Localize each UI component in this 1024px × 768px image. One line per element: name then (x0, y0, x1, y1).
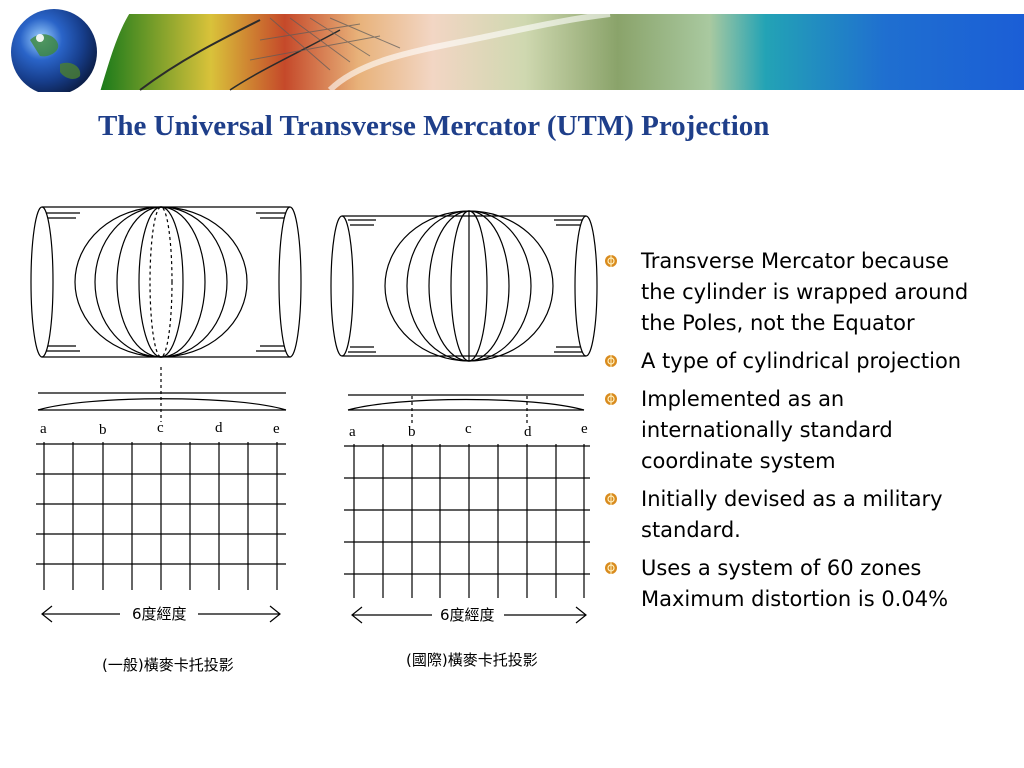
bullet-line: the Poles, not the Equator (641, 311, 915, 335)
zone-letter-c: c (157, 420, 164, 436)
figure-international-tm: a b c d e 6度經度 (國際)橫麥卡托投影 (330, 210, 598, 669)
bullet-line: Transverse Mercator because (641, 249, 949, 273)
header-banner (0, 0, 1024, 92)
zone-width-label: 6度經度 (440, 606, 495, 624)
cylinder-drawing (330, 210, 598, 424)
zone-letter-a: a (40, 421, 47, 437)
bullet-item: Implemented as an internationally standa… (604, 384, 1004, 477)
zone-letter-b: b (408, 424, 416, 440)
bullet-line: coordinate system (641, 449, 836, 473)
orange-target-bullet-icon (605, 562, 617, 574)
width-arrow (41, 605, 281, 623)
figure-caption: (一般)橫麥卡托投影 (102, 656, 234, 674)
zone-letter-a: a (349, 424, 356, 440)
zone-letter-e: e (581, 421, 588, 437)
orange-target-bullet-icon (605, 493, 617, 505)
zone-letter-d: d (215, 420, 223, 436)
zone-letter-d: d (524, 424, 532, 440)
slide-title: The Universal Transverse Mercator (UTM) … (98, 110, 770, 142)
bullet-line: Uses a system of 60 zones (641, 556, 922, 580)
bullet-line: Initially devised as a military (641, 487, 943, 511)
grid (344, 444, 590, 598)
bullet-line: the cylinder is wrapped around (641, 280, 969, 304)
zone-letter-b: b (99, 422, 107, 438)
figure-general-tm: a b c d e 6度經度 (一般)橫麥卡托投影 (30, 206, 302, 674)
bullet-line: internationally standard (641, 418, 893, 442)
figure-caption: (國際)橫麥卡托投影 (406, 651, 538, 669)
bullet-line: standard. (641, 518, 741, 542)
zone-width-label: 6度經度 (132, 605, 187, 623)
bullet-item: Transverse Mercator because the cylinder… (604, 246, 1004, 339)
orange-target-bullet-icon (605, 393, 617, 405)
orange-target-bullet-icon (605, 355, 617, 367)
bullet-item: Initially devised as a military standard… (604, 484, 1004, 546)
bullet-line: Implemented as an (641, 387, 845, 411)
cylinder-drawing (30, 206, 302, 422)
bullet-line: A type of cylindrical projection (641, 349, 962, 373)
bullet-item: A type of cylindrical projection (604, 346, 1004, 377)
width-arrow (351, 606, 587, 624)
zone-letter-e: e (273, 421, 280, 437)
bullet-line: Maximum distortion is 0.04% (641, 587, 949, 611)
grid (36, 442, 286, 590)
zone-letter-c: c (465, 421, 472, 437)
bullet-item: Uses a system of 60 zones Maximum distor… (604, 553, 1004, 615)
globe-icon (11, 9, 97, 92)
bullet-list: Transverse Mercator because the cylinder… (604, 246, 1004, 622)
orange-target-bullet-icon (605, 255, 617, 267)
